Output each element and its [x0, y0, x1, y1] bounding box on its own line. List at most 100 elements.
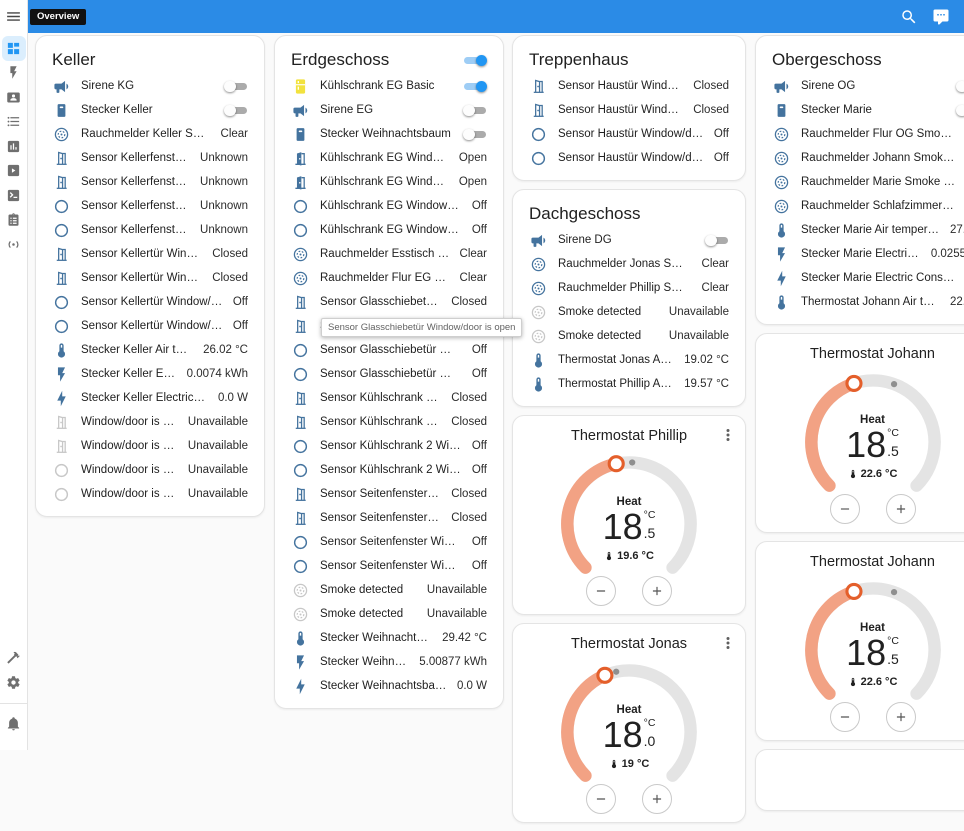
sidebar-item-dashboard[interactable] — [1, 36, 26, 61]
toggle-switch[interactable] — [224, 103, 248, 117]
entity-row[interactable]: Sensor Kellerfenster Window/door is open… — [36, 146, 264, 170]
temp-increase-button[interactable] — [642, 576, 672, 606]
entity-row[interactable]: Rauchmelder Schlafzimmer Smoke detected — [756, 194, 964, 218]
toggle-switch[interactable] — [956, 103, 964, 117]
entity-row[interactable]: Thermostat Phillip Air temperature 19.57 … — [513, 372, 745, 396]
assist-chat-icon[interactable] — [932, 8, 950, 26]
entity-row[interactable]: Sensor Seitenfenster Window/door is open… — [275, 554, 503, 578]
entity-row[interactable]: Sensor Haustür Window/door is open Closed — [513, 98, 745, 122]
entity-row[interactable]: Sensor Kühlschrank 2 Window/door is open… — [275, 410, 503, 434]
toggle-switch[interactable] — [956, 79, 964, 93]
sidebar-item-energy[interactable] — [2, 61, 26, 86]
temp-increase-button[interactable] — [885, 702, 916, 732]
kebab-menu-icon[interactable] — [719, 426, 737, 444]
kebab-menu-icon[interactable] — [719, 634, 737, 652]
entity-row[interactable]: Smoke detected Unavailable — [513, 324, 745, 348]
entity-row[interactable]: Smoke detected Unavailable — [513, 300, 745, 324]
entity-row[interactable]: Sirene OG — [756, 74, 964, 98]
entity-row[interactable]: Stecker Keller — [36, 98, 264, 122]
entity-row[interactable]: Stecker Keller Electric Consumption [kWh… — [36, 362, 264, 386]
entity-row[interactable]: Rauchmelder Johann Smoke detected — [756, 146, 964, 170]
entity-row[interactable]: Rauchmelder Jonas Smoke detected Clear — [513, 252, 745, 276]
entity-row[interactable]: Rauchmelder Esstisch Smoke detected Clear — [275, 242, 503, 266]
entity-row[interactable]: Sirene EG — [275, 98, 503, 122]
entity-row[interactable]: Stecker Keller Electric Consumption [W] 0… — [36, 386, 264, 410]
entity-row[interactable]: Sensor Glasschiebetür Window/door is ope… — [275, 338, 503, 362]
entity-row[interactable]: Sensor Glasschiebetür Window/door is ope… — [275, 290, 503, 314]
sidebar-item-developer-tools[interactable] — [2, 646, 26, 671]
entity-row[interactable]: Rauchmelder Phillip Smoke detected Clear — [513, 276, 745, 300]
entity-row[interactable]: Stecker Weihnachtsbaum Electric Consumpt… — [275, 650, 503, 674]
entity-row[interactable]: Stecker Weihnachtsbaum Electric Consumpt… — [275, 674, 503, 698]
entity-row[interactable]: Rauchmelder Marie Smoke detected — [756, 170, 964, 194]
thermostat-dial[interactable]: Heat 18 °C .5 22.6 °C — [795, 364, 951, 520]
entity-row[interactable]: Sensor Seitenfenster Window/door is open… — [275, 506, 503, 530]
entity-row[interactable]: Window/door is open Unavailable — [36, 410, 264, 434]
entity-row[interactable]: Sensor Haustür Window/door is open in re… — [513, 122, 745, 146]
sidebar-item-media[interactable] — [2, 159, 26, 184]
sidebar-item-terminal[interactable] — [2, 183, 26, 208]
entity-row[interactable]: Sensor Seitenfenster Window/door is open… — [275, 530, 503, 554]
entity-row[interactable]: Kühlschrank EG Basic — [275, 74, 503, 98]
entity-row[interactable]: Sensor Seitenfenster Window/door is open… — [275, 482, 503, 506]
temp-decrease-button[interactable] — [829, 494, 860, 524]
entity-row[interactable]: Stecker Marie — [756, 98, 964, 122]
temp-increase-button[interactable] — [642, 784, 672, 814]
entity-row[interactable]: Kühlschrank EG Window/door is open in re… — [275, 194, 503, 218]
toggle-switch[interactable] — [463, 127, 487, 141]
temp-increase-button[interactable] — [885, 494, 916, 524]
entity-row[interactable]: Stecker Marie Air temperature 27. — [756, 218, 964, 242]
entity-row[interactable]: Thermostat Johann Air temperature 22. — [756, 290, 964, 314]
entity-row[interactable]: Sensor Kellerfenster Window/door is open… — [36, 218, 264, 242]
entity-row[interactable]: Sensor Kellertür Window/door is open in … — [36, 314, 264, 338]
temp-decrease-button[interactable] — [586, 576, 616, 606]
card-header-toggle[interactable] — [463, 53, 487, 67]
sidebar-item-settings[interactable] — [2, 670, 26, 695]
entity-row[interactable]: Sensor Kühlschrank 2 Window/door is open… — [275, 434, 503, 458]
entity-row[interactable]: Rauchmelder Keller Smoke detected Clear — [36, 122, 264, 146]
entity-row[interactable]: Sensor Kellerfenster Window/door is open… — [36, 194, 264, 218]
entity-row[interactable]: Smoke detected Unavailable — [275, 578, 503, 602]
entity-row[interactable]: Window/door is open in regular position U… — [36, 458, 264, 482]
temp-decrease-button[interactable] — [586, 784, 616, 814]
sidebar-item-history[interactable] — [2, 134, 26, 159]
entity-row[interactable]: Sensor Haustür Window/door is open Closed — [513, 74, 745, 98]
thermostat-dial[interactable]: Heat 18 °C .5 22.6 °C — [795, 572, 951, 728]
toggle-switch[interactable] — [224, 79, 248, 93]
entity-row[interactable]: Window/door is open in tilt position Unav… — [36, 482, 264, 506]
toggle-switch[interactable] — [463, 103, 487, 117]
entity-row[interactable]: Sirene KG — [36, 74, 264, 98]
entity-row[interactable]: Sensor Kühlschrank 2 Window/door is open… — [275, 386, 503, 410]
entity-row[interactable]: Sensor Kühlschrank 2 Window/door is open… — [275, 458, 503, 482]
toggle-switch[interactable] — [705, 233, 729, 247]
sidebar-item-notifications[interactable] — [2, 712, 26, 737]
entity-row[interactable]: Stecker Weihnachtsbaum — [275, 122, 503, 146]
entity-row[interactable]: Sensor Haustür Window/door is open in ti… — [513, 146, 745, 170]
entity-row[interactable]: Kühlschrank EG Window/door is open Open — [275, 170, 503, 194]
entity-row[interactable]: Sirene DG — [513, 228, 745, 252]
search-icon[interactable] — [900, 8, 918, 26]
temp-decrease-button[interactable] — [829, 702, 860, 732]
entity-row[interactable]: Sensor Kellerfenster Window/door is open… — [36, 170, 264, 194]
entity-row[interactable]: Stecker Marie Electric Consumption [W] — [756, 266, 964, 290]
entity-row[interactable]: Rauchmelder Flur OG Smoke detected — [756, 122, 964, 146]
entity-row[interactable]: Stecker Weihnachtsbaum Air temperature 29… — [275, 626, 503, 650]
sidebar-item-todo[interactable] — [2, 208, 26, 233]
thermostat-dial[interactable]: Heat 18 °C .5 19.6 °C — [551, 446, 707, 602]
sidebar-item-logbook[interactable] — [2, 110, 26, 135]
entity-row[interactable]: Sensor Kellertür Window/door is open Clos… — [36, 266, 264, 290]
entity-row[interactable]: Sensor Kellertür Window/door is open Clos… — [36, 242, 264, 266]
entity-row[interactable]: Window/door is open Unavailable — [36, 434, 264, 458]
toggle-switch[interactable] — [463, 79, 487, 93]
entity-row[interactable]: Thermostat Jonas Air temperature 19.02 °C — [513, 348, 745, 372]
entity-row[interactable]: Sensor Glasschiebetür Window/door is ope… — [275, 362, 503, 386]
sidebar-item-map[interactable] — [2, 85, 26, 110]
entity-row[interactable]: Stecker Keller Air temperature 26.02 °C — [36, 338, 264, 362]
entity-row[interactable]: Kühlschrank EG Window/door is open in ti… — [275, 218, 503, 242]
entity-row[interactable]: Sensor Kellertür Window/door is open in … — [36, 290, 264, 314]
entity-row[interactable]: Rauchmelder Flur EG Smoke detected Clear — [275, 266, 503, 290]
entity-row[interactable]: Kühlschrank EG Window/door is open Open — [275, 146, 503, 170]
menu-icon[interactable] — [0, 0, 27, 33]
entity-row[interactable]: Smoke detected Unavailable — [275, 602, 503, 626]
sidebar-item-integrations[interactable] — [2, 232, 26, 257]
